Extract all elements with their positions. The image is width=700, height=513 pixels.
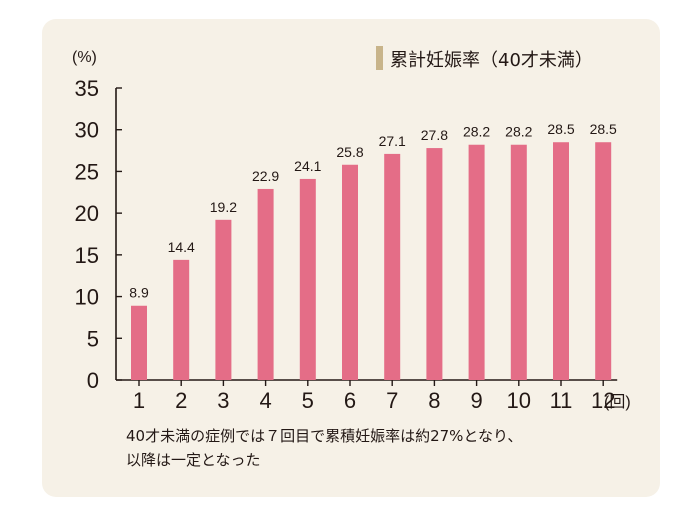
x-tick-label-12: 12 — [591, 388, 615, 413]
x-tick-label-1: 1 — [133, 388, 145, 413]
y-tick-label-25: 25 — [75, 159, 99, 184]
y-tick-label-20: 20 — [75, 201, 99, 226]
data-label-11: 28.5 — [547, 121, 574, 137]
y-tick-label-0: 0 — [87, 368, 99, 393]
y-tick-label-5: 5 — [87, 326, 99, 351]
data-label-5: 24.1 — [294, 158, 321, 174]
data-label-9: 28.2 — [463, 124, 490, 140]
data-label-1: 8.9 — [129, 285, 149, 301]
caption-line-1: 40才未満の症例では７回目で累積妊娠率は約27%となり、 — [126, 427, 523, 445]
legend-label: 累計妊娠率（40才未満） — [390, 50, 593, 71]
y-unit-label: (%) — [72, 49, 97, 66]
x-tick-label-5: 5 — [302, 388, 314, 413]
x-tick-label-10: 10 — [507, 388, 531, 413]
y-tick-label-15: 15 — [75, 243, 99, 268]
bar-12 — [595, 142, 612, 380]
x-tick-label-9: 9 — [470, 388, 482, 413]
data-label-6: 25.8 — [336, 144, 363, 160]
bar-2 — [173, 259, 190, 380]
caption-line-2: 以降は一定となった — [126, 451, 261, 469]
bar-11 — [553, 142, 569, 380]
bar-10 — [510, 144, 527, 380]
x-tick-label-8: 8 — [428, 388, 440, 413]
x-tick-label-11: 11 — [550, 388, 573, 413]
data-label-2: 14.4 — [168, 239, 195, 255]
x-tick-label-3: 3 — [217, 388, 229, 413]
y-tick-label-35: 35 — [75, 76, 99, 101]
y-tick-label-10: 10 — [75, 285, 99, 310]
bar-9 — [468, 144, 485, 380]
data-label-10: 28.2 — [505, 124, 532, 140]
data-label-12: 28.5 — [590, 121, 617, 137]
bar-3 — [215, 219, 232, 380]
data-label-8: 27.8 — [421, 127, 448, 143]
data-label-7: 27.1 — [379, 133, 406, 149]
y-tick-label-30: 30 — [75, 118, 99, 143]
data-label-4: 22.9 — [252, 168, 279, 184]
caption: 40才未満の症例では７回目で累積妊娠率は約27%となり、 以降は一定となった — [126, 424, 646, 472]
x-tick-label-4: 4 — [259, 388, 271, 413]
bar-8 — [426, 148, 443, 380]
x-tick-label-7: 7 — [386, 388, 398, 413]
bar-4 — [257, 188, 274, 380]
x-tick-label-6: 6 — [344, 388, 356, 413]
bar-5 — [299, 178, 316, 380]
x-tick-label-2: 2 — [175, 388, 187, 413]
bar-7 — [384, 153, 401, 380]
x-unit-label: (回) — [604, 394, 631, 411]
legend-swatch — [376, 46, 383, 70]
data-label-3: 19.2 — [210, 199, 237, 215]
bar-6 — [342, 164, 358, 380]
bar-1 — [131, 305, 147, 380]
